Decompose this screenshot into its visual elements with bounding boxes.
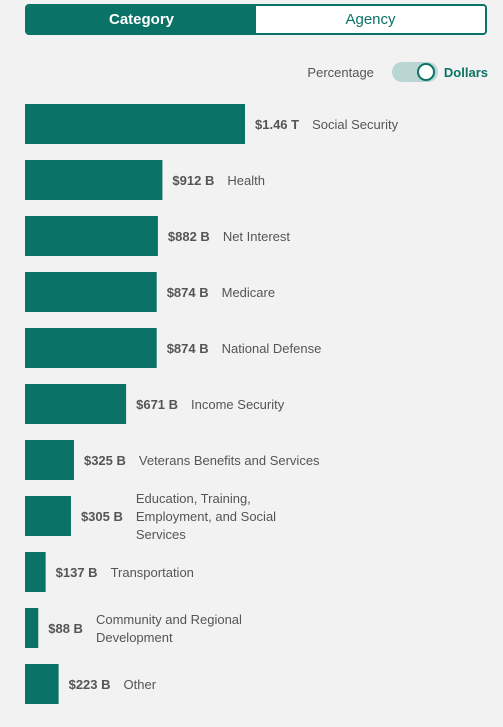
bar[interactable] bbox=[25, 440, 74, 480]
category-label: Community and Regional Development bbox=[96, 612, 242, 645]
bar[interactable] bbox=[25, 104, 245, 144]
bar-value-label: $912 B bbox=[172, 173, 214, 188]
bar-value-label: $88 B bbox=[48, 621, 83, 636]
category-label: National Defense bbox=[222, 341, 322, 356]
category-label-line: Transportation bbox=[111, 565, 194, 580]
bar[interactable] bbox=[25, 552, 46, 592]
category-label: Medicare bbox=[222, 285, 275, 300]
tab-category[interactable]: Category bbox=[27, 6, 256, 33]
category-label: Veterans Benefits and Services bbox=[139, 453, 320, 468]
category-label: Net Interest bbox=[223, 229, 291, 244]
category-label-line: Net Interest bbox=[223, 229, 291, 244]
dollars-label[interactable]: Dollars bbox=[443, 64, 488, 80]
category-label: Income Security bbox=[191, 397, 285, 412]
bar[interactable] bbox=[25, 272, 157, 312]
percentage-label[interactable]: Percentage bbox=[307, 64, 374, 80]
category-label-line: Other bbox=[124, 677, 157, 692]
category-label: Other bbox=[124, 677, 157, 692]
bar-value-label: $882 B bbox=[168, 229, 210, 244]
bar-value-label: $671 B bbox=[136, 397, 178, 412]
bar[interactable] bbox=[25, 608, 39, 648]
category-label-line: Veterans Benefits and Services bbox=[139, 453, 320, 468]
category-label-line: Community and Regional bbox=[96, 612, 242, 627]
category-label-line: National Defense bbox=[222, 341, 322, 356]
bar[interactable] bbox=[25, 384, 127, 424]
category-label-line: Health bbox=[227, 173, 265, 188]
bar-value-label: $325 B bbox=[84, 453, 126, 468]
bar[interactable] bbox=[25, 160, 163, 200]
category-label-line: Development bbox=[96, 630, 173, 645]
bar-value-label: $223 B bbox=[69, 677, 111, 692]
view-segmented-control: Category Agency bbox=[25, 4, 487, 35]
category-label-line: Income Security bbox=[191, 397, 285, 412]
bar-value-label: $874 B bbox=[167, 341, 209, 356]
unit-toggle: Percentage Dollars bbox=[307, 62, 488, 82]
bar[interactable] bbox=[25, 664, 59, 704]
category-label: Transportation bbox=[111, 565, 194, 580]
tab-agency[interactable]: Agency bbox=[256, 6, 485, 33]
unit-switch[interactable] bbox=[391, 62, 438, 82]
bar[interactable] bbox=[25, 328, 157, 368]
category-label-line: Education, Training, bbox=[136, 491, 251, 506]
category-label-line: Social Security bbox=[312, 117, 398, 132]
bar-value-label: $137 B bbox=[56, 565, 98, 580]
bar-value-label: $305 B bbox=[81, 509, 123, 524]
switch-knob-icon bbox=[416, 63, 435, 81]
category-label: Social Security bbox=[312, 117, 398, 132]
bar-value-label: $1.46 T bbox=[255, 117, 299, 132]
category-label-line: Services bbox=[136, 527, 186, 542]
category-label-line: Medicare bbox=[222, 285, 275, 300]
bar[interactable] bbox=[25, 496, 71, 536]
bar-value-label: $874 B bbox=[167, 285, 209, 300]
category-label-line: Employment, and Social bbox=[136, 509, 276, 524]
category-label: Education, Training, Employment, and Soci… bbox=[136, 491, 276, 542]
category-label: Health bbox=[227, 173, 265, 188]
bar[interactable] bbox=[25, 216, 158, 256]
